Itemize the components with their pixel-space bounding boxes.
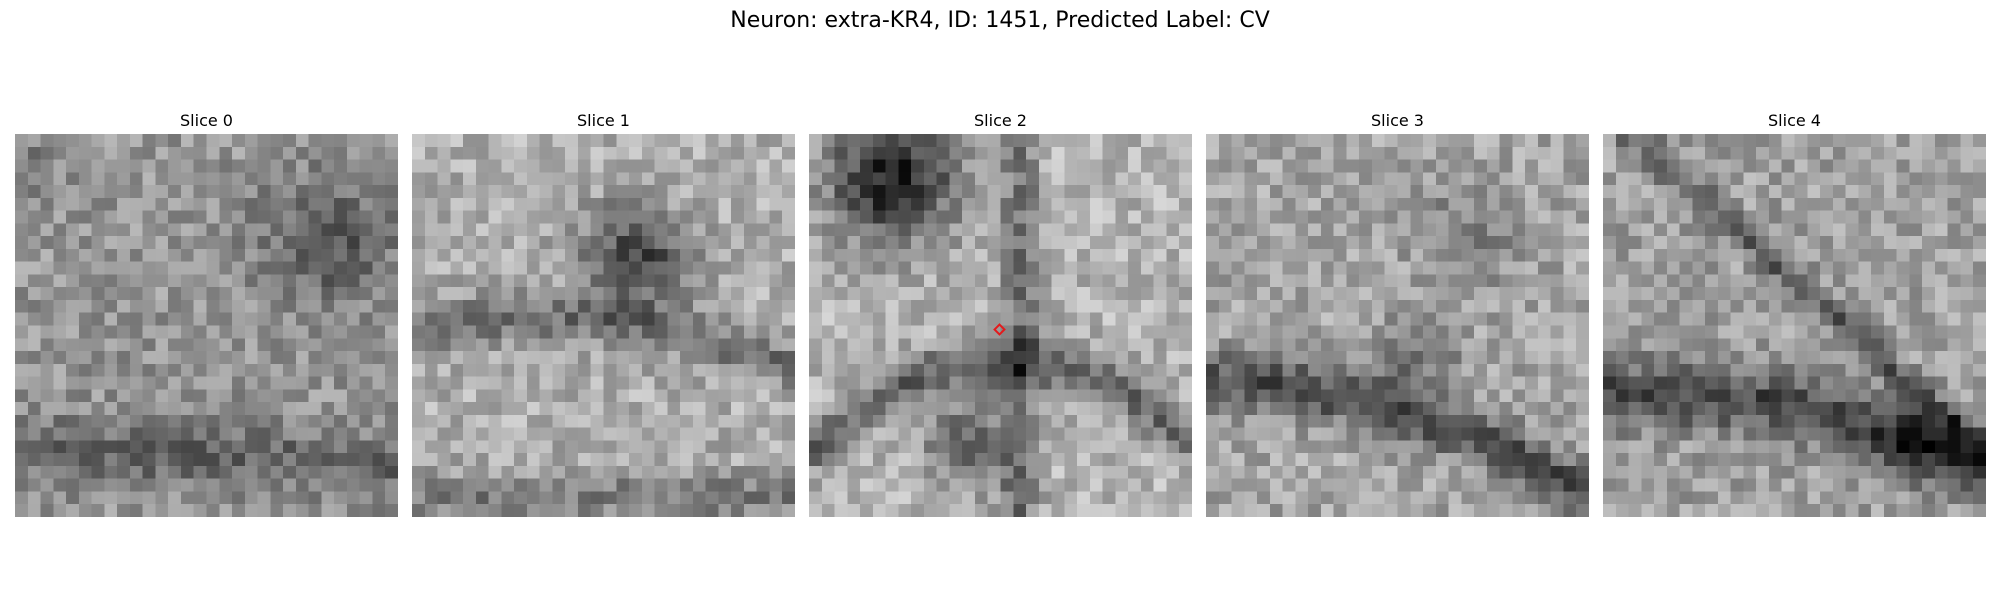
slice-image (1603, 134, 1986, 517)
slice-image (809, 134, 1192, 517)
slice-panel-3: Slice 3 (1206, 110, 1589, 517)
slice-panel-1: Slice 1 (412, 110, 795, 517)
slice-title: Slice 4 (1768, 111, 1821, 130)
slice-title: Slice 2 (974, 111, 1027, 130)
slice-image (1206, 134, 1589, 517)
slice-title: Slice 0 (180, 111, 233, 130)
slice-title: Slice 3 (1371, 111, 1424, 130)
slice-title: Slice 1 (577, 111, 630, 130)
slice-image (15, 134, 398, 517)
slice-image (412, 134, 795, 517)
slice-panel-4: Slice 4 (1603, 110, 1986, 517)
slice-panel-0: Slice 0 (15, 110, 398, 517)
slice-panel-2: Slice 2 (809, 110, 1192, 517)
figure-title: Neuron: extra-KR4, ID: 1451, Predicted L… (730, 8, 1270, 33)
